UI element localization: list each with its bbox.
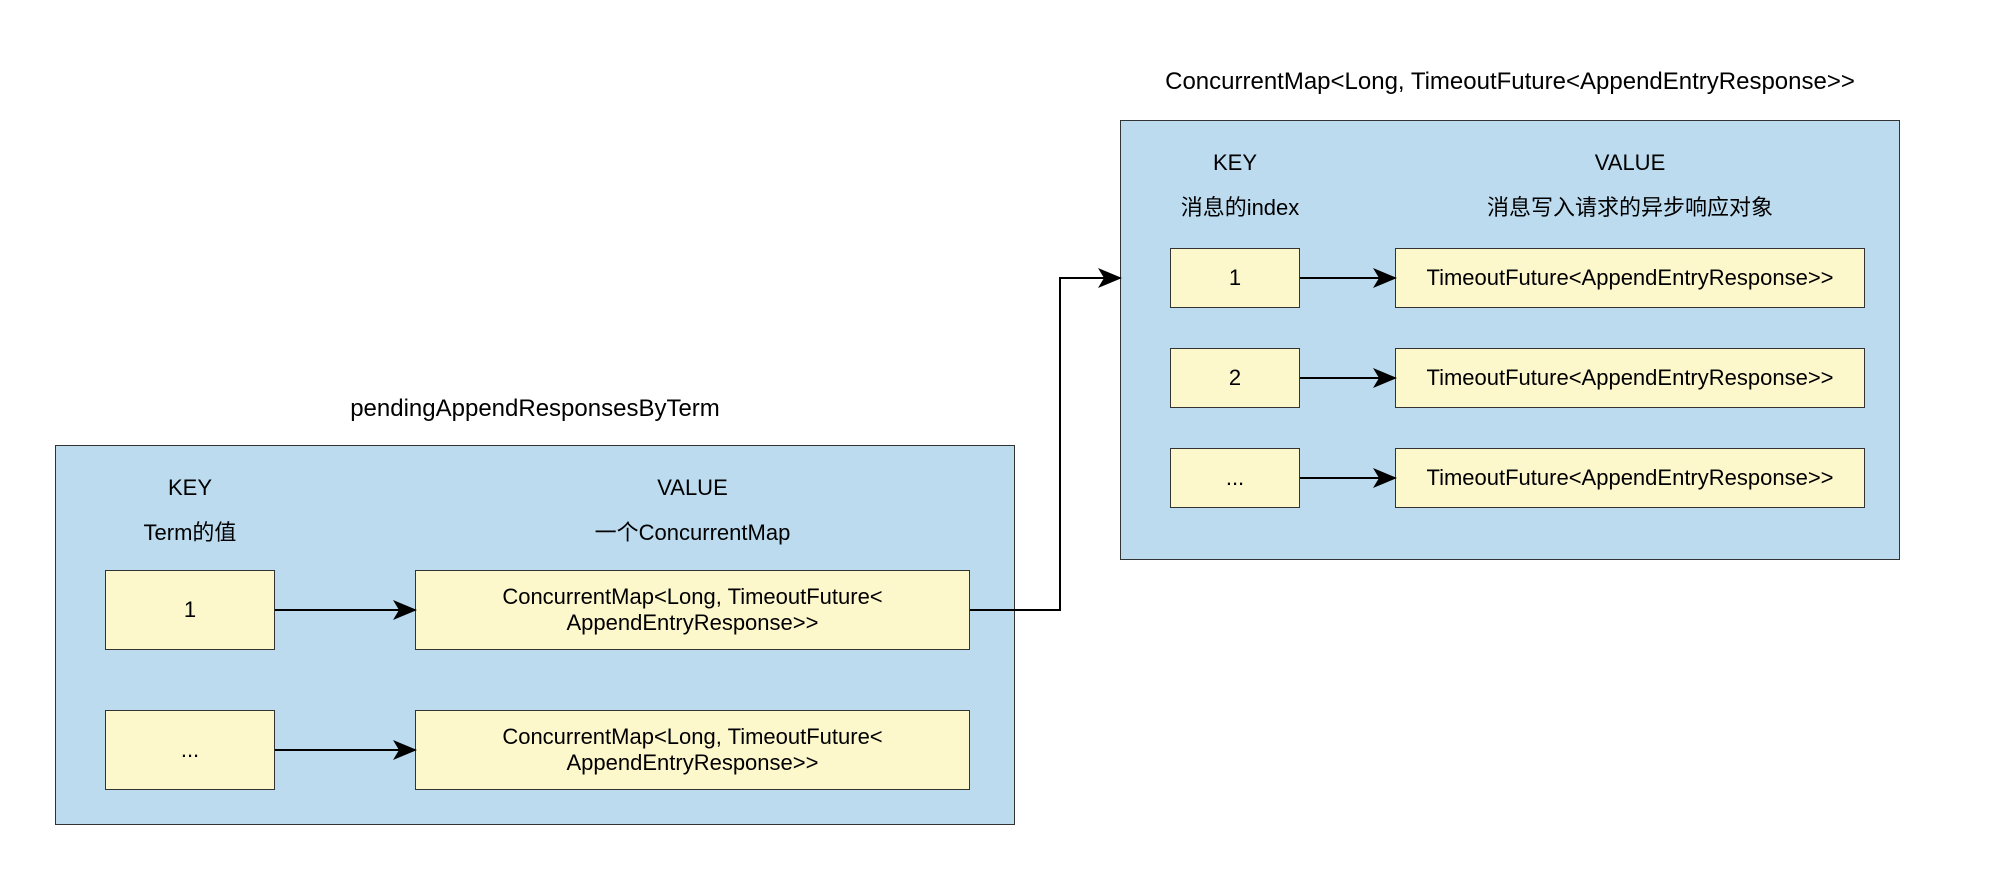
left-key-cell: ...: [105, 710, 275, 790]
left-key-sub: Term的值: [105, 515, 275, 547]
right-value-cell: TimeoutFuture<AppendEntryResponse>>: [1395, 348, 1865, 408]
right-title: ConcurrentMap<Long, TimeoutFuture<Append…: [1120, 68, 1900, 96]
right-key-text: 2: [1229, 365, 1241, 391]
left-value-text: ConcurrentMap<Long, TimeoutFuture< Appen…: [502, 724, 882, 776]
right-value-text: TimeoutFuture<AppendEntryResponse>>: [1426, 365, 1833, 391]
right-key-text: 1: [1229, 265, 1241, 291]
right-key-cell: 2: [1170, 348, 1300, 408]
right-value-header: VALUE: [1395, 150, 1865, 176]
right-value-cell: TimeoutFuture<AppendEntryResponse>>: [1395, 448, 1865, 508]
left-value-cell: ConcurrentMap<Long, TimeoutFuture< Appen…: [415, 710, 970, 790]
left-key-text: ...: [181, 737, 199, 763]
left-value-text: ConcurrentMap<Long, TimeoutFuture< Appen…: [502, 584, 882, 636]
left-value-sub: 一个ConcurrentMap: [415, 515, 970, 547]
left-value-header: VALUE: [415, 475, 970, 501]
right-value-text: TimeoutFuture<AppendEntryResponse>>: [1426, 465, 1833, 491]
right-key-cell: ...: [1170, 448, 1300, 508]
right-value-cell: TimeoutFuture<AppendEntryResponse>>: [1395, 248, 1865, 308]
right-value-text: TimeoutFuture<AppendEntryResponse>>: [1426, 265, 1833, 291]
right-key-cell: 1: [1170, 248, 1300, 308]
right-key-sub: 消息的index: [1150, 190, 1330, 222]
left-key-header: KEY: [105, 475, 275, 501]
right-value-sub: 消息写入请求的异步响应对象: [1395, 190, 1865, 222]
left-value-cell: ConcurrentMap<Long, TimeoutFuture< Appen…: [415, 570, 970, 650]
left-title: pendingAppendResponsesByTerm: [55, 395, 1015, 423]
left-key-cell: 1: [105, 570, 275, 650]
left-key-text: 1: [184, 597, 196, 623]
right-key-text: ...: [1226, 465, 1244, 491]
right-key-header: KEY: [1170, 150, 1300, 176]
